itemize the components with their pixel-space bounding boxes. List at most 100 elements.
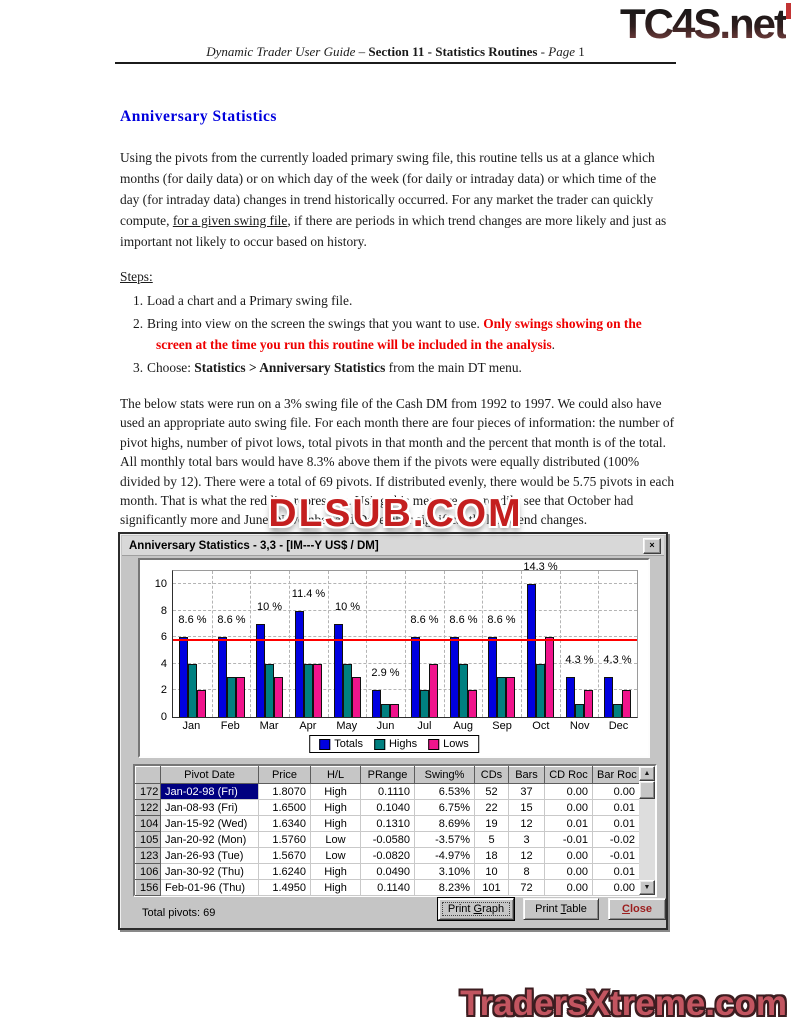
table-cell[interactable]: Jan-02-98 (Fri) xyxy=(160,783,259,800)
table-cell[interactable]: 0.00 xyxy=(544,863,593,880)
table-cell[interactable]: 0.00 xyxy=(544,783,593,800)
legend-label: Lows xyxy=(443,738,469,750)
table-cell[interactable]: 52 xyxy=(474,783,509,800)
table-scrollbar[interactable]: ▲ ▼ xyxy=(639,766,655,895)
table-cell[interactable]: 1.6240 xyxy=(258,863,311,880)
percent-label: 8.6 % xyxy=(410,614,439,626)
x-axis-label: Nov xyxy=(569,720,590,732)
row-number: 123 xyxy=(135,847,161,864)
table-cell[interactable]: 18 xyxy=(474,847,509,864)
percent-label: 4.3 % xyxy=(565,654,594,666)
table-cell[interactable]: 0.01 xyxy=(592,863,640,880)
table-cell[interactable]: 0.1040 xyxy=(360,799,415,816)
x-axis-label: Dec xyxy=(608,720,629,732)
table-cell[interactable]: -0.0580 xyxy=(360,831,415,848)
table-cell[interactable]: High xyxy=(310,815,361,832)
table-cell[interactable]: 0.1140 xyxy=(360,879,415,896)
table-cell[interactable]: 15 xyxy=(508,799,545,816)
table-row[interactable]: 122 Jan-08-93 (Fri) 1.6500 High 0.1040 6.75% 2… xyxy=(135,799,640,816)
table-cell[interactable]: 1.6500 xyxy=(258,799,311,816)
table-cell[interactable]: 1.8070 xyxy=(258,783,311,800)
table-cell[interactable]: 12 xyxy=(508,815,545,832)
table-cell[interactable]: -0.02 xyxy=(592,831,640,848)
table-cell[interactable]: 0.01 xyxy=(592,815,640,832)
bar-totals xyxy=(179,637,188,717)
table-cell[interactable]: 6.53% xyxy=(414,783,475,800)
table-cell[interactable]: 6.75% xyxy=(414,799,475,816)
table-row[interactable]: 104 Jan-15-92 (Wed) 1.6340 High 0.1310 8.69% 1… xyxy=(135,815,640,832)
table-cell[interactable]: Jan-30-92 (Thu) xyxy=(160,863,259,880)
table-cell[interactable]: High xyxy=(310,783,361,800)
table-cell[interactable]: 0.1110 xyxy=(360,783,415,800)
pivot-table-panel: Pivot Date Price H/L PRange Swing% CDs Bars CD … xyxy=(133,764,657,897)
table-cell[interactable]: High xyxy=(310,799,361,816)
table-cell[interactable]: 0.00 xyxy=(544,847,593,864)
table-cell[interactable]: High xyxy=(310,863,361,880)
table-cell[interactable]: -0.01 xyxy=(592,847,640,864)
step-3: 3. Choose: Statistics > Anniversary Stati… xyxy=(133,359,522,375)
bar-totals xyxy=(334,624,343,717)
table-cell[interactable]: -4.97% xyxy=(414,847,475,864)
table-cell[interactable]: 0.1310 xyxy=(360,815,415,832)
table-cell[interactable]: 5 xyxy=(474,831,509,848)
table-cell[interactable]: 0.00 xyxy=(544,799,593,816)
table-cell[interactable]: 1.4950 xyxy=(258,879,311,896)
table-cell[interactable]: 101 xyxy=(474,879,509,896)
table-cell[interactable]: 8.69% xyxy=(414,815,475,832)
close-icon[interactable]: × xyxy=(643,537,661,554)
table-cell[interactable]: 1.5670 xyxy=(258,847,311,864)
table-cell[interactable]: 8.23% xyxy=(414,879,475,896)
table-cell[interactable]: 8 xyxy=(508,863,545,880)
table-row[interactable]: 123 Jan-26-93 (Tue) 1.5670 Low -0.0820 -4.97%… xyxy=(135,847,640,864)
print-graph-button[interactable]: Print Graph xyxy=(437,897,515,921)
table-cell[interactable]: 0.00 xyxy=(592,783,640,800)
table-cell[interactable]: 72 xyxy=(508,879,545,896)
bar-highs xyxy=(227,677,236,717)
table-cell[interactable]: 0.00 xyxy=(592,879,640,896)
percent-label: 8.6 % xyxy=(178,614,207,626)
table-row[interactable]: 172 Jan-02-98 (Fri) 1.8070 High 0.1110 6.53% 5… xyxy=(135,783,640,800)
bar-totals xyxy=(295,611,304,717)
scroll-down-icon[interactable]: ▼ xyxy=(639,880,655,895)
table-row[interactable]: 105 Jan-20-92 (Mon) 1.5760 Low -0.0580 -3.57%… xyxy=(135,831,640,848)
table-cell[interactable]: 3.10% xyxy=(414,863,475,880)
table-cell[interactable]: 3 xyxy=(508,831,545,848)
steps-label: Steps: xyxy=(120,269,153,284)
stats-paragraph: The below stats were run on a 3% swing f… xyxy=(120,396,675,528)
table-cell[interactable]: -3.57% xyxy=(414,831,475,848)
table-cell[interactable]: 12 xyxy=(508,847,545,864)
x-axis-label: Apr xyxy=(299,720,317,732)
table-cell[interactable]: 10 xyxy=(474,863,509,880)
bar-lows xyxy=(429,664,438,717)
table-cell[interactable]: Jan-26-93 (Tue) xyxy=(160,847,259,864)
bar-group xyxy=(444,571,483,717)
table-cell[interactable]: 19 xyxy=(474,815,509,832)
corner-red-mark xyxy=(786,3,791,19)
table-cell[interactable]: 22 xyxy=(474,799,509,816)
table-cell[interactable]: 37 xyxy=(508,783,545,800)
table-cell[interactable]: Feb-01-96 (Thu) xyxy=(160,879,259,896)
table-cell[interactable]: Low xyxy=(310,831,361,848)
column-header: CD Roc xyxy=(544,766,593,784)
table-cell[interactable]: Low xyxy=(310,847,361,864)
scrollbar-thumb[interactable] xyxy=(639,781,655,799)
print-table-button[interactable]: Print Table xyxy=(523,898,599,920)
table-row[interactable]: 106 Jan-30-92 (Thu) 1.6240 High 0.0490 3.10% 1… xyxy=(135,863,640,880)
table-cell[interactable]: Jan-15-92 (Wed) xyxy=(160,815,259,832)
percent-label: 4.3 % xyxy=(603,654,632,666)
table-cell[interactable]: Jan-08-93 (Fri) xyxy=(160,799,259,816)
table-cell[interactable]: 0.01 xyxy=(544,815,593,832)
table-row[interactable]: 156 Feb-01-96 (Thu) 1.4950 High 0.1140 8.23% 1… xyxy=(135,879,640,896)
table-cell[interactable]: 0.01 xyxy=(592,799,640,816)
scroll-up-icon[interactable]: ▲ xyxy=(639,766,655,781)
table-cell[interactable]: High xyxy=(310,879,361,896)
close-button[interactable]: Close xyxy=(608,898,666,920)
bar-lows xyxy=(468,690,477,717)
table-cell[interactable]: 1.5760 xyxy=(258,831,311,848)
table-cell[interactable]: 0.00 xyxy=(544,879,593,896)
table-cell[interactable]: 0.0490 xyxy=(360,863,415,880)
table-cell[interactable]: -0.01 xyxy=(544,831,593,848)
table-cell[interactable]: 1.6340 xyxy=(258,815,311,832)
table-cell[interactable]: -0.0820 xyxy=(360,847,415,864)
table-cell[interactable]: Jan-20-92 (Mon) xyxy=(160,831,259,848)
